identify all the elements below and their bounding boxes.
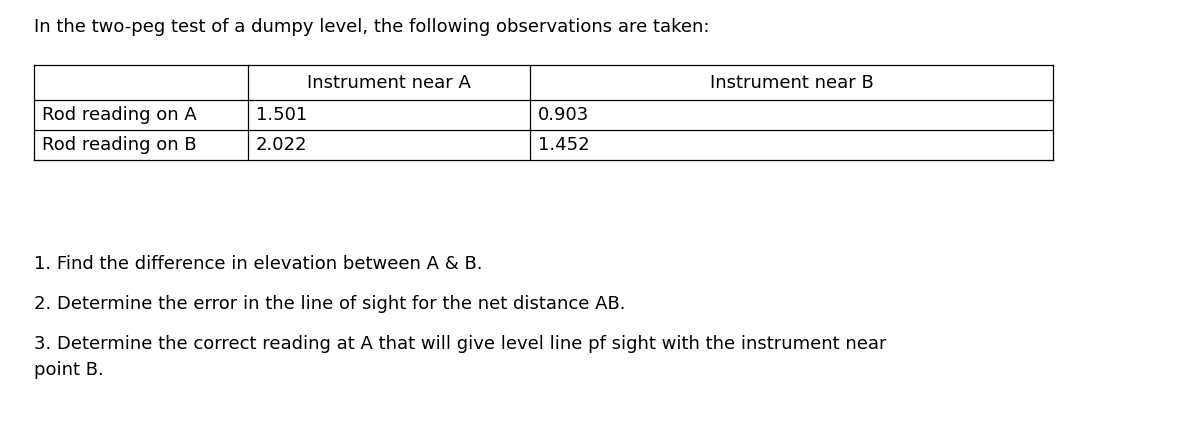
Text: 2.022: 2.022 bbox=[256, 136, 308, 154]
Text: 0.903: 0.903 bbox=[537, 106, 589, 124]
Text: Rod reading on A: Rod reading on A bbox=[42, 106, 196, 124]
Text: Instrument near B: Instrument near B bbox=[710, 74, 874, 91]
Text: Instrument near A: Instrument near A bbox=[308, 74, 470, 91]
Text: In the two-peg test of a dumpy level, the following observations are taken:: In the two-peg test of a dumpy level, th… bbox=[34, 18, 709, 36]
Text: 1.452: 1.452 bbox=[537, 136, 590, 154]
Text: 2. Determine the error in the line of sight for the net distance AB.: 2. Determine the error in the line of si… bbox=[34, 295, 625, 313]
Text: 3. Determine the correct reading at A that will give level line pf sight with th: 3. Determine the correct reading at A th… bbox=[34, 335, 886, 379]
Text: Rod reading on B: Rod reading on B bbox=[42, 136, 196, 154]
Text: 1. Find the difference in elevation between A & B.: 1. Find the difference in elevation betw… bbox=[34, 255, 482, 273]
Text: 1.501: 1.501 bbox=[256, 106, 308, 124]
